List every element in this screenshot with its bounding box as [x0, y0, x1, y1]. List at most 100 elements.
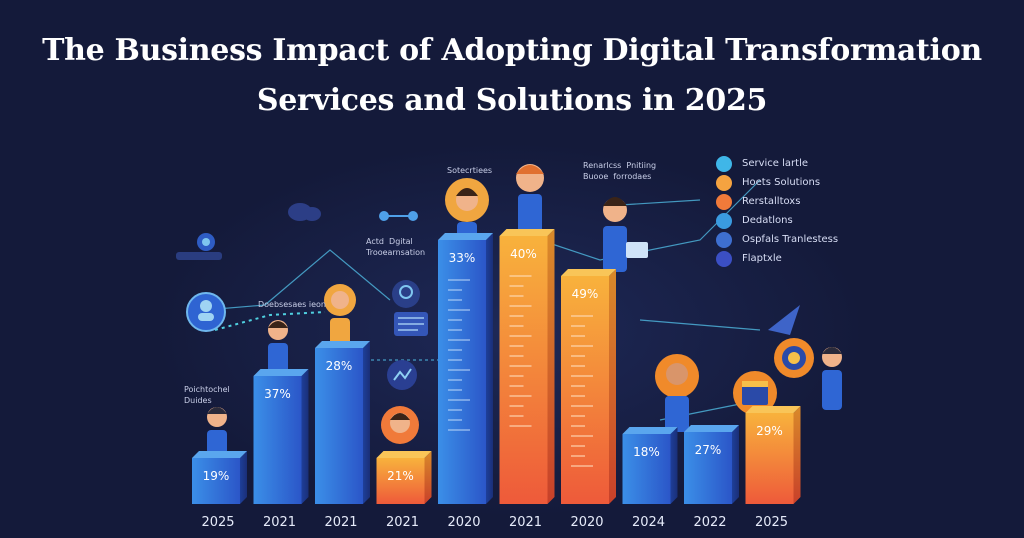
bar-top: [376, 451, 432, 458]
bar-top: [499, 229, 555, 236]
title-line-2: Services and Solutions in 2025: [256, 83, 768, 118]
bar-value-label: 19%: [203, 469, 230, 483]
annotation-a3: Actd Dgital Trooearnsation: [366, 237, 426, 257]
bar-value-label: 29%: [756, 424, 783, 438]
bar: [253, 369, 309, 504]
legend-label: Hoets Solutions: [742, 177, 821, 188]
legend-item: Dedatlons: [716, 211, 856, 230]
lightbulb-icon: [392, 280, 420, 308]
bar: [622, 427, 678, 504]
annotation-a2: Renarlcss Pnitiing Buooe forrodaes: [583, 161, 657, 181]
person-avatar-3: [324, 284, 356, 346]
dashboard-panel-icon: [394, 312, 428, 336]
value-labels-group: 19% 37% 28% 21% 33% 40% 49% 18% 27% 29%: [203, 247, 783, 483]
cloud-icon: [288, 203, 321, 221]
legend-label: Service lartle: [742, 158, 809, 169]
user-profile-icon: [186, 292, 226, 332]
bar-side: [301, 369, 309, 504]
bar-value-label: 40%: [510, 247, 537, 261]
bar-top: [684, 425, 739, 432]
legend-item: Ospfals Tranlestess: [716, 230, 856, 249]
bar-side: [670, 427, 678, 504]
person-avatar-2: [268, 320, 288, 373]
bar: [499, 229, 555, 504]
legend: Service lartle Hoets Solutions Rerstalltox…: [716, 154, 856, 268]
legend-label: Rerstalltoxs: [742, 196, 801, 207]
person-avatar-4: [381, 406, 419, 444]
legend-swatch: [716, 250, 732, 267]
bar: [376, 451, 432, 504]
person-avatar-8: [655, 354, 699, 432]
bar-front: [315, 348, 363, 504]
legend-swatch: [716, 174, 732, 191]
annotation-a4: Doebsesaes ieon: [258, 300, 326, 309]
target-icon: [176, 233, 222, 260]
bar-top: [253, 369, 309, 376]
x-tick-label: 2022: [693, 515, 726, 530]
bar-front: [745, 413, 794, 504]
bar-side: [732, 425, 739, 504]
bar-side: [240, 451, 247, 504]
x-tick-label: 2020: [570, 515, 603, 530]
calendar-icon: [733, 371, 777, 415]
x-tick-label: 2021: [509, 515, 542, 530]
bar-value-label: 33%: [449, 251, 476, 265]
bar-value-label: 28%: [326, 359, 353, 373]
bar-side: [363, 341, 370, 504]
chart-badge-icon: [387, 360, 417, 390]
legend-item: Hoets Solutions: [716, 173, 856, 192]
bar-top: [315, 341, 370, 348]
person-avatar-9: [822, 347, 842, 410]
legend-label: Dedatlons: [742, 215, 793, 226]
bar-top: [561, 269, 616, 276]
bar-value-label: 37%: [264, 387, 291, 401]
x-tick-label: 2021: [324, 515, 357, 530]
bar-top: [192, 451, 247, 458]
dotted-connector: [214, 311, 326, 331]
legend-swatch: [716, 231, 732, 248]
annotation-a5: Poichtochel Duides: [184, 385, 230, 405]
legend-label: Flaptxle: [742, 253, 782, 264]
person-avatar-6: [516, 164, 544, 236]
x-tick-label: 2025: [755, 515, 788, 530]
bar-front: [561, 276, 609, 504]
bar-front: [438, 240, 486, 504]
bar-value-label: 49%: [572, 287, 599, 301]
bar-front: [499, 236, 548, 504]
bar-value-label: 27%: [695, 443, 722, 457]
title-line-1: The Business Impact of Adopting Digital …: [42, 33, 982, 68]
x-tick-label: 2024: [632, 515, 665, 530]
bar-value-label: 21%: [387, 469, 414, 483]
person-avatar-5: [445, 178, 489, 240]
bar: [438, 233, 493, 504]
legend-item: Service lartle: [716, 154, 856, 173]
annotation-a1: Sotecrtiees: [447, 166, 493, 175]
node-link-icon: [379, 211, 418, 221]
bar-front: [376, 458, 425, 504]
bar-front: [622, 434, 671, 504]
legend-swatch: [716, 212, 732, 229]
bar-side: [547, 229, 555, 504]
bar: [745, 406, 801, 504]
legend-swatch: [716, 155, 732, 172]
bar-side: [424, 451, 432, 504]
bar-side: [486, 233, 493, 504]
x-tick-label: 2025: [201, 515, 234, 530]
x-tick-label: 2020: [447, 515, 480, 530]
bar: [684, 425, 739, 504]
bar-front: [253, 376, 302, 504]
bar: [315, 341, 370, 504]
bar-top: [622, 427, 678, 434]
legend-item: Flaptxle: [716, 249, 856, 268]
x-tick-labels-group: 2025 2021 2021 2021 2020 2021 2020 2024 2022 2025: [201, 515, 788, 530]
legend-item: Rerstalltoxs: [716, 192, 856, 211]
rocket-icon: [768, 305, 800, 335]
x-tick-label: 2021: [386, 515, 419, 530]
legend-swatch: [716, 193, 732, 210]
person-avatar-1: [207, 407, 227, 458]
bar-side: [609, 269, 616, 504]
bar: [561, 269, 616, 504]
bar: [192, 451, 247, 504]
bar-top: [745, 406, 801, 413]
